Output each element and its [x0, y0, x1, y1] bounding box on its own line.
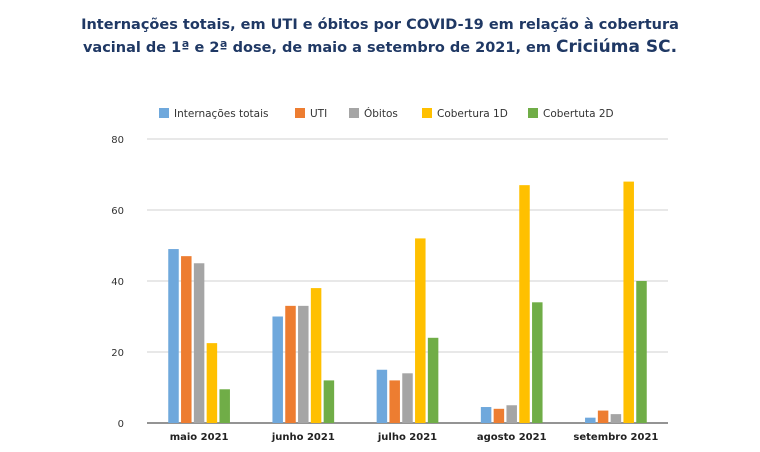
- y-tick-label: 0: [118, 419, 124, 430]
- y-tick-label: 80: [111, 135, 124, 146]
- x-tick-label: agosto 2021: [477, 432, 547, 443]
- legend-swatch: [528, 108, 538, 118]
- bar: [585, 417, 596, 423]
- bar: [181, 256, 192, 423]
- chart-title: Internações totais, em UTI e óbitos por …: [20, 14, 740, 59]
- legend-swatch: [422, 108, 432, 118]
- legend-label: Internações totais: [174, 108, 269, 120]
- legend-label: Cobertuta 2D: [543, 108, 614, 120]
- bar: [272, 316, 283, 423]
- x-tick-label: julho 2021: [377, 432, 437, 443]
- bar: [519, 185, 530, 423]
- bar: [415, 238, 426, 423]
- bar: [636, 281, 647, 423]
- bar: [323, 380, 335, 423]
- bar: [193, 263, 205, 423]
- bar: [285, 305, 296, 423]
- chart-title-line2-text: vacinal de 1ª e 2ª dose, de maio a setem…: [82, 40, 551, 56]
- legend-label: Cobertura 1D: [437, 108, 508, 120]
- chart-title-place: Criciúma SC.: [556, 37, 678, 57]
- chart-title-line2: vacinal de 1ª e 2ª dose, de maio a setem…: [20, 36, 740, 59]
- bar: [389, 380, 400, 423]
- x-tick-label: junho 2021: [271, 432, 335, 443]
- bar: [402, 373, 413, 423]
- legend-swatch: [295, 108, 305, 118]
- y-tick-label: 40: [111, 277, 124, 288]
- y-axis-ticks: 0 20 40 60 80: [111, 135, 124, 430]
- chart-title-line1: Internações totais, em UTI e óbitos por …: [81, 17, 679, 33]
- bars: [168, 181, 647, 423]
- bar: [168, 249, 179, 423]
- bar: [310, 288, 322, 423]
- legend-label: Óbitos: [364, 107, 398, 120]
- x-axis-labels: maio 2021 junho 2021 julho 2021 agosto 2021…: [170, 432, 659, 443]
- x-tick-label: maio 2021: [170, 432, 229, 443]
- bar: [206, 343, 218, 423]
- bar: [219, 389, 230, 423]
- legend-swatch: [159, 108, 169, 118]
- y-tick-label: 20: [111, 348, 124, 359]
- bar: [623, 181, 634, 423]
- bar: [493, 408, 505, 423]
- bar: [532, 302, 543, 423]
- bar: [298, 305, 309, 423]
- bar: [610, 414, 622, 423]
- bar: [480, 407, 492, 423]
- bar: [597, 410, 609, 423]
- legend-swatch: [349, 108, 359, 118]
- legend-label: UTI: [310, 108, 327, 120]
- legend: Internações totais UTI Óbitos Cobertura 1D C…: [159, 107, 614, 120]
- bar: [506, 405, 517, 423]
- bar: [376, 369, 388, 423]
- x-tick-label: setembro 2021: [573, 432, 658, 443]
- bar: [427, 337, 439, 423]
- y-tick-label: 60: [111, 206, 124, 217]
